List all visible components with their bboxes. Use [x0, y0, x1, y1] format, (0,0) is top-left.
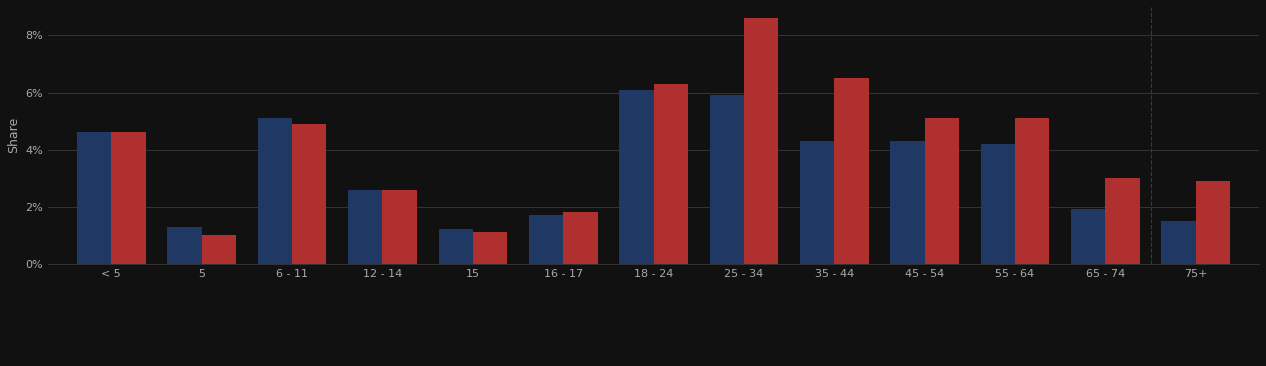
Bar [438, 229, 472, 264]
Bar [834, 78, 868, 264]
Bar [111, 132, 146, 264]
Bar [1105, 178, 1139, 264]
Bar [472, 232, 508, 264]
Bar [710, 96, 744, 264]
Bar [292, 124, 327, 264]
Bar [382, 190, 417, 264]
Bar [167, 227, 201, 264]
Bar [77, 132, 111, 264]
Bar [258, 118, 292, 264]
Bar [201, 235, 235, 264]
Bar [924, 118, 960, 264]
Bar [890, 141, 924, 264]
Bar [1161, 221, 1196, 264]
Bar [1015, 118, 1050, 264]
Bar [653, 84, 687, 264]
Y-axis label: Share: Share [6, 117, 20, 153]
Bar [563, 212, 598, 264]
Bar [1071, 209, 1105, 264]
Bar [619, 90, 653, 264]
Bar [744, 18, 779, 264]
Bar [981, 144, 1015, 264]
Bar [529, 215, 563, 264]
Bar [800, 141, 834, 264]
Bar [1196, 181, 1231, 264]
Bar [348, 190, 382, 264]
